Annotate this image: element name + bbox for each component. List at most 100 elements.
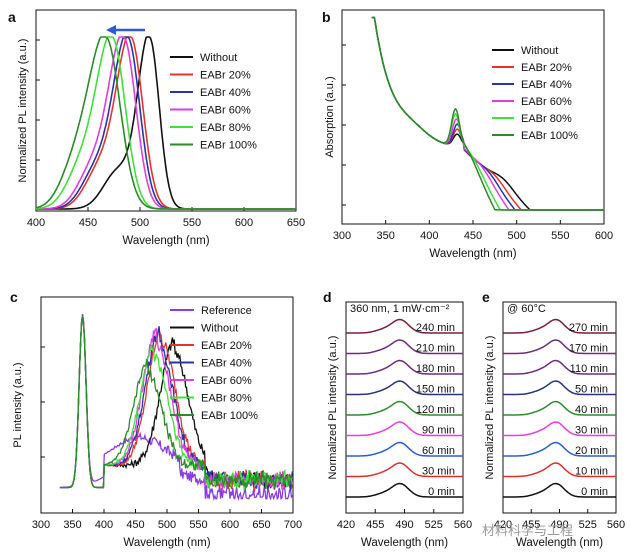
x-tick-label: 525 xyxy=(579,519,597,531)
watermark: 材料科学与工程 xyxy=(482,524,574,539)
x-axis-label: Wavelength (nm) xyxy=(361,537,448,549)
series-label: 210 min xyxy=(416,343,455,355)
y-axis-label: Normalized PL intensity (a.u.) xyxy=(327,336,339,480)
panel-letter-e: e xyxy=(482,289,490,305)
y-axis-label: Normalized PL intensity (a.u.) xyxy=(17,39,29,183)
legend-label: EABr 40% xyxy=(521,79,572,91)
series-line xyxy=(346,441,463,457)
x-tick-label: 450 xyxy=(79,217,97,229)
x-tick-label: 650 xyxy=(252,519,270,531)
legend-label: EABr 100% xyxy=(521,130,578,142)
series-line xyxy=(503,441,616,457)
legend-label: EABr 60% xyxy=(521,96,572,108)
y-axis-label: Normalized PL intensity (a.u.) xyxy=(484,336,496,480)
legend-label: EABr 20% xyxy=(200,70,251,82)
series-line-eabr-100- xyxy=(59,316,293,490)
x-tick-label: 490 xyxy=(550,519,568,531)
series-line-eabr-40- xyxy=(36,36,296,210)
series-line-eabr-60- xyxy=(36,36,296,210)
x-tick-label: 560 xyxy=(607,519,625,531)
series-line xyxy=(503,462,616,478)
series-line xyxy=(503,400,616,416)
legend-label: Without xyxy=(201,323,238,335)
series-line xyxy=(503,339,616,355)
x-tick-label: 600 xyxy=(595,230,613,242)
series-label: 30 min xyxy=(422,466,455,478)
x-axis-label: Wavelength (nm) xyxy=(429,248,516,260)
x-tick-label: 500 xyxy=(158,519,176,531)
series-line xyxy=(346,400,463,416)
x-tick-label: 650 xyxy=(287,217,305,229)
series-line xyxy=(503,482,616,498)
x-tick-label: 400 xyxy=(95,519,113,531)
plot-frame-a xyxy=(35,9,297,212)
x-axis-label: Wavelength (nm) xyxy=(122,235,209,247)
legend-label: EABr 80% xyxy=(200,122,251,134)
series-label: 10 min xyxy=(575,466,608,478)
x-tick-label: 300 xyxy=(333,230,351,242)
series-label: 60 min xyxy=(422,445,455,457)
x-tick-label: 500 xyxy=(131,217,149,229)
legend-label: EABr 60% xyxy=(201,375,252,387)
x-tick-label: 550 xyxy=(183,217,201,229)
legend-label: Without xyxy=(521,45,558,57)
series-line-eabr-20- xyxy=(36,36,296,210)
panel-title: @ 60°C xyxy=(507,303,546,315)
series-label: 240 min xyxy=(416,322,455,334)
x-tick-label: 550 xyxy=(551,230,569,242)
series-label: 120 min xyxy=(416,404,455,416)
series-label: 0 min xyxy=(581,486,608,498)
panel-letter-c: c xyxy=(10,289,18,305)
y-axis-label: PL intensity (a.u.) xyxy=(12,362,24,447)
x-tick-label: 450 xyxy=(464,230,482,242)
series-line-eabr-40- xyxy=(59,316,294,491)
x-axis-label: Wavelength (nm) xyxy=(516,537,603,549)
series-line-eabr-100- xyxy=(371,16,604,211)
x-tick-label: 525 xyxy=(425,519,443,531)
series-line xyxy=(346,421,463,437)
x-tick-label: 550 xyxy=(189,519,207,531)
series-label: 270 min xyxy=(569,322,608,334)
series-line xyxy=(503,380,616,396)
legend-label: EABr 40% xyxy=(201,358,252,370)
series-line xyxy=(346,359,463,375)
panel-title: 360 nm, 1 mW·cm⁻² xyxy=(350,303,450,315)
legend-label: Without xyxy=(200,52,237,64)
legend-label: EABr 80% xyxy=(201,393,252,405)
x-tick-label: 400 xyxy=(27,217,45,229)
x-tick-label: 450 xyxy=(126,519,144,531)
series-label: 40 min xyxy=(575,404,608,416)
y-axis-label: Absorption (a.u.) xyxy=(324,76,336,157)
series-line-without xyxy=(36,36,296,210)
legend-label: EABr 20% xyxy=(521,62,572,74)
x-tick-label: 600 xyxy=(235,217,253,229)
panel-letter-d: d xyxy=(323,289,332,305)
series-line xyxy=(346,339,463,355)
legend-label: EABr 100% xyxy=(201,410,258,422)
legend-label: EABr 20% xyxy=(201,340,252,352)
x-tick-label: 300 xyxy=(32,519,50,531)
x-tick-label: 700 xyxy=(284,519,302,531)
legend-label: Reference xyxy=(201,305,252,317)
shift-arrow-head xyxy=(106,25,116,35)
series-line xyxy=(346,318,463,334)
legend-label: EABr 60% xyxy=(200,105,251,117)
series-line-eabr-80- xyxy=(35,36,296,210)
x-tick-label: 560 xyxy=(454,519,472,531)
series-label: 150 min xyxy=(416,384,455,396)
legend-label: EABr 80% xyxy=(521,113,572,125)
series-label: 110 min xyxy=(570,363,608,375)
series-line xyxy=(346,482,463,498)
series-line xyxy=(346,380,463,396)
x-tick-label: 600 xyxy=(221,519,239,531)
x-tick-label: 455 xyxy=(522,519,540,531)
series-label: 180 min xyxy=(416,363,455,375)
x-axis-label: Wavelength (nm) xyxy=(123,537,210,549)
series-label: 90 min xyxy=(422,425,455,437)
x-tick-label: 420 xyxy=(337,519,355,531)
series-label: 0 min xyxy=(428,486,455,498)
series-label: 20 min xyxy=(575,445,608,457)
x-tick-label: 350 xyxy=(63,519,81,531)
series-label: 30 min xyxy=(575,425,608,437)
